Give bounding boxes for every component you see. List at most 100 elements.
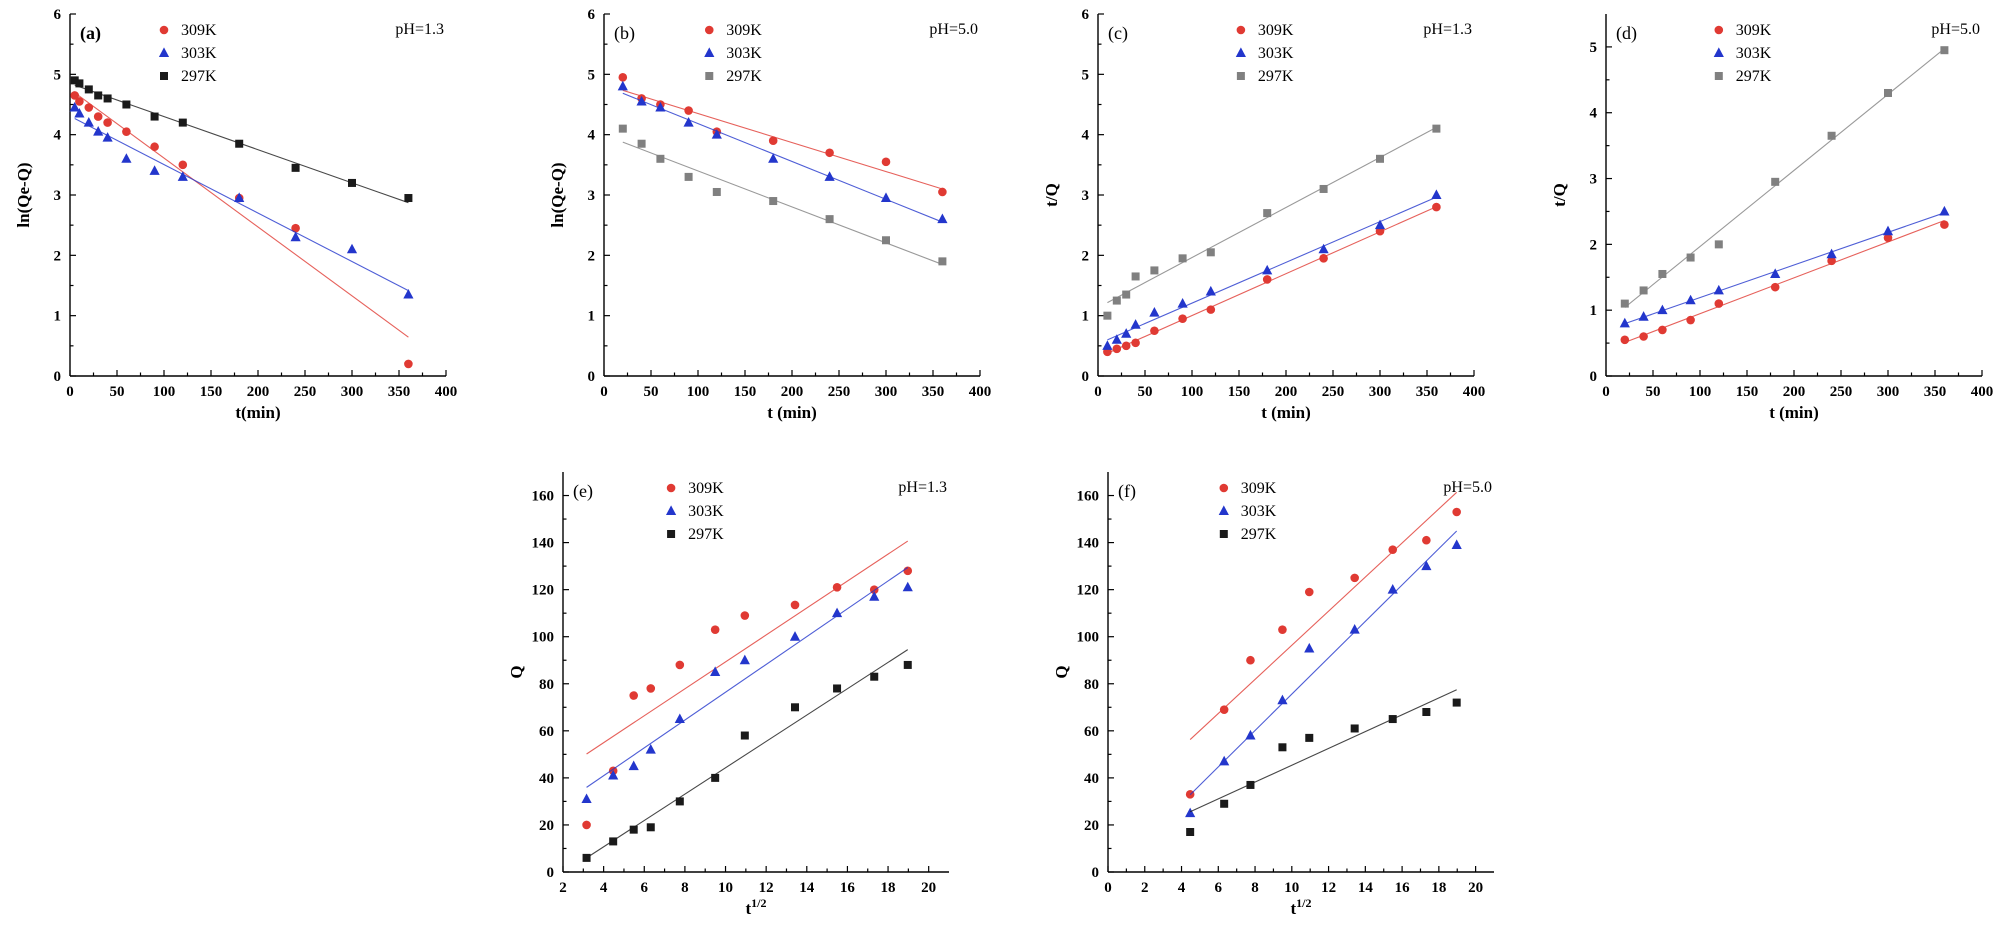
marker-triangle — [645, 744, 656, 754]
x-tick-label: 300 — [875, 384, 898, 400]
x-axis-label: t(min) — [235, 403, 280, 422]
marker-circle — [1883, 233, 1893, 243]
marker-triangle — [1882, 225, 1894, 236]
marker-circle — [1112, 344, 1122, 354]
x-tick-label: 12 — [1321, 880, 1336, 896]
fit-line-303K — [1107, 196, 1437, 341]
panel-label: (b) — [614, 23, 635, 44]
marker-triangle — [1218, 505, 1229, 515]
marker-triangle — [1177, 298, 1188, 308]
marker-triangle — [121, 153, 132, 163]
marker-triangle — [831, 607, 843, 618]
marker-triangle — [346, 243, 358, 254]
x-tick-label: 18 — [881, 880, 896, 896]
marker-square — [656, 154, 665, 163]
x-tick-label: 10 — [1284, 880, 1299, 896]
y-tick-label: 80 — [539, 677, 554, 693]
x-tick-label: 350 — [388, 384, 411, 400]
y-axis-label: t/Q — [1042, 183, 1061, 207]
marker-square — [740, 731, 749, 740]
marker-square — [84, 85, 93, 94]
x-tick-label: 14 — [799, 880, 815, 896]
marker-circle — [1206, 305, 1216, 314]
series-303K — [69, 101, 414, 299]
y-tick-label: 80 — [1084, 677, 1099, 693]
x-tick-label: 6 — [641, 880, 649, 896]
marker-square — [150, 112, 159, 121]
marker-circle — [1639, 332, 1648, 341]
marker-circle — [159, 25, 169, 35]
fit-line-303K — [74, 118, 409, 292]
marker-triangle — [1185, 807, 1196, 818]
panel-label: (f) — [1118, 481, 1136, 502]
legend-label-309K: 309K — [688, 480, 724, 497]
legend-label-303K: 303K — [726, 45, 762, 62]
marker-square — [1220, 799, 1229, 808]
marker-triangle — [1421, 560, 1432, 571]
series-297K — [618, 124, 947, 266]
marker-square — [629, 825, 638, 834]
marker-square — [582, 853, 591, 862]
marker-square — [235, 139, 244, 148]
x-tick-label: 10 — [718, 880, 733, 896]
marker-square — [1178, 254, 1187, 263]
marker-circle — [1432, 202, 1441, 212]
marker-triangle — [177, 171, 188, 181]
marker-triangle — [704, 47, 715, 57]
x-tick-label: 400 — [1463, 384, 1486, 400]
marker-triangle — [149, 165, 160, 175]
marker-square — [348, 178, 356, 187]
x-tick-label: 100 — [687, 384, 710, 400]
marker-triangle — [1102, 340, 1113, 350]
marker-triangle — [628, 760, 639, 771]
marker-triangle — [581, 793, 592, 804]
marker-triangle — [69, 101, 80, 112]
legend-label-309K: 309K — [1736, 22, 1772, 39]
marker-square — [1639, 286, 1648, 295]
y-tick-label: 4 — [588, 128, 596, 144]
x-tick-label: 0 — [66, 384, 74, 400]
marker-circle — [70, 91, 79, 100]
marker-triangle — [1219, 755, 1230, 766]
marker-triangle — [1939, 205, 1950, 216]
marker-triangle — [674, 713, 685, 724]
series-297K — [1103, 124, 1441, 320]
ticks — [1097, 13, 1475, 377]
x-tick-label: 8 — [681, 880, 689, 896]
y-tick-label: 100 — [532, 630, 555, 646]
marker-triangle — [655, 101, 666, 112]
marker-triangle — [824, 171, 835, 181]
marker-circle — [582, 820, 591, 830]
x-tick-label: 200 — [247, 384, 270, 400]
y-tick-label: 6 — [1082, 7, 1090, 23]
y-tick-label: 0 — [1092, 865, 1100, 881]
marker-square — [1376, 154, 1384, 163]
marker-triangle — [1205, 285, 1216, 296]
x-tick-label: 4 — [1178, 880, 1186, 896]
x-tick-label: 0 — [1094, 384, 1102, 400]
marker-circle — [1714, 25, 1724, 35]
series-303K — [581, 567, 913, 804]
marker-square — [1131, 272, 1140, 281]
x-tick-label: 50 — [1138, 384, 1153, 400]
marker-circle — [1388, 545, 1398, 554]
marker-square — [938, 257, 947, 266]
marker-square — [160, 72, 168, 80]
tick-labels: 0 50 100 150 200 250 300 350 400 0 1 2 3 4 5 — [1590, 40, 1994, 400]
ph-annotation: pH=1.3 — [1423, 21, 1472, 38]
ph-annotation: pH=5.0 — [1931, 21, 1980, 38]
marker-circle — [684, 106, 693, 115]
marker-triangle — [683, 117, 694, 127]
marker-circle — [1262, 275, 1272, 284]
marker-circle — [1452, 507, 1461, 517]
series-309K — [70, 91, 413, 369]
legend-label-303K: 303K — [1258, 45, 1294, 62]
marker-square — [711, 773, 720, 782]
chart-f-svg: 0 2 4 6 8 10 12 14 16 18 20 0 20 40 60 80 100 120 140 160 t1… — [1052, 472, 1494, 918]
x-tick-label: 400 — [1971, 384, 1994, 400]
marker-triangle — [1431, 189, 1442, 199]
marker-circle — [291, 223, 300, 233]
y-tick-label: 1 — [1590, 303, 1598, 319]
chart-c-svg: 0 50 100 150 200 250 300 350 400 0 1 2 3 4 5 6 t (min) t/… — [1042, 7, 1486, 422]
chart-panel-f: 0 2 4 6 8 10 12 14 16 18 20 0 20 40 60 80 100 120 140 160 t1… — [1050, 464, 1512, 926]
